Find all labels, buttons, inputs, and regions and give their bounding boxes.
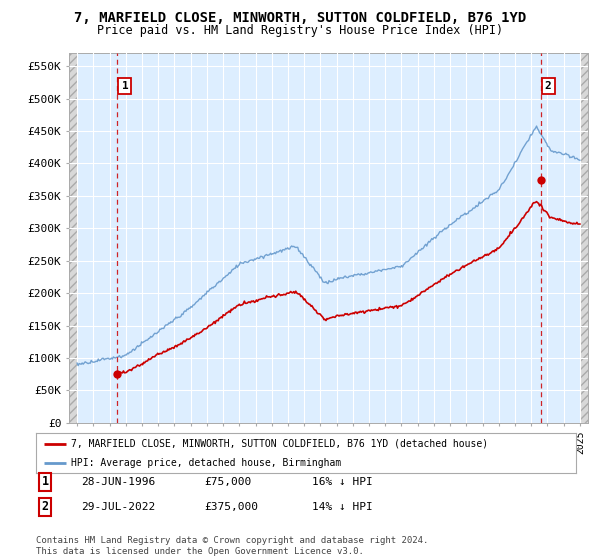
Bar: [69, 53, 77, 423]
Text: Price paid vs. HM Land Registry's House Price Index (HPI): Price paid vs. HM Land Registry's House …: [97, 24, 503, 36]
Text: 7, MARFIELD CLOSE, MINWORTH, SUTTON COLDFIELD, B76 1YD: 7, MARFIELD CLOSE, MINWORTH, SUTTON COLD…: [74, 11, 526, 25]
Text: 7, MARFIELD CLOSE, MINWORTH, SUTTON COLDFIELD, B76 1YD (detached house): 7, MARFIELD CLOSE, MINWORTH, SUTTON COLD…: [71, 439, 488, 449]
Text: £75,000: £75,000: [204, 477, 251, 487]
Text: HPI: Average price, detached house, Birmingham: HPI: Average price, detached house, Birm…: [71, 458, 341, 468]
Text: 1: 1: [41, 475, 49, 488]
Text: Contains HM Land Registry data © Crown copyright and database right 2024.
This d: Contains HM Land Registry data © Crown c…: [36, 536, 428, 556]
Text: 16% ↓ HPI: 16% ↓ HPI: [312, 477, 373, 487]
Text: £375,000: £375,000: [204, 502, 258, 512]
Text: 29-JUL-2022: 29-JUL-2022: [81, 502, 155, 512]
Bar: [580, 53, 588, 423]
Text: 28-JUN-1996: 28-JUN-1996: [81, 477, 155, 487]
Text: 2: 2: [41, 500, 49, 514]
Text: 1: 1: [122, 81, 128, 91]
Text: 14% ↓ HPI: 14% ↓ HPI: [312, 502, 373, 512]
Text: 2: 2: [545, 81, 551, 91]
